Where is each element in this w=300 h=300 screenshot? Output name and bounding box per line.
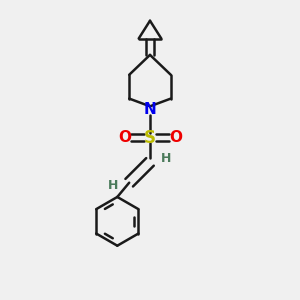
Text: H: H <box>161 152 172 165</box>
Text: N: N <box>144 102 156 117</box>
Text: O: O <box>169 130 182 145</box>
Text: O: O <box>118 130 131 145</box>
Text: S: S <box>144 128 156 146</box>
Text: H: H <box>108 179 118 192</box>
